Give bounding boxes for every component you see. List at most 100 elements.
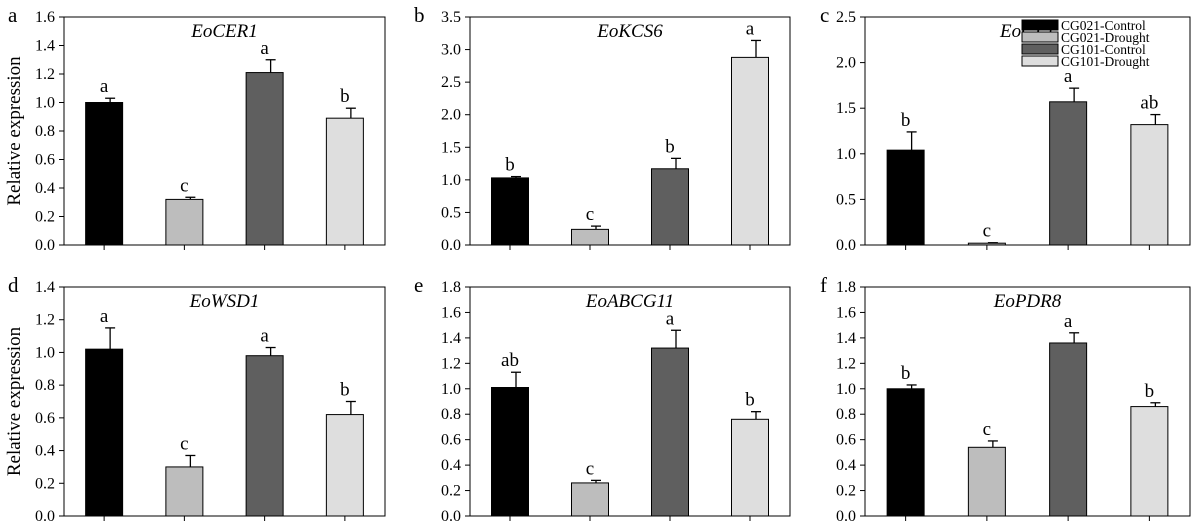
significance-letter: a xyxy=(1064,66,1073,87)
y-tick-label: 0.6 xyxy=(35,152,55,169)
y-tick-label: 3.5 xyxy=(441,9,461,26)
significance-letter: a xyxy=(260,38,269,59)
panel-e: 0.00.20.40.60.81.01.21.41.61.8abcabEoABC… xyxy=(414,273,791,525)
significance-letter: a xyxy=(100,306,109,327)
y-tick-label: 0.0 xyxy=(441,237,461,254)
panel-title: EoKCS6 xyxy=(596,21,663,42)
y-tick-label: 0.6 xyxy=(35,410,55,427)
bar-e-2 xyxy=(571,482,609,517)
plot-frame xyxy=(63,286,386,517)
bar-d-1 xyxy=(85,348,124,517)
y-tick-label: 2.0 xyxy=(441,107,461,124)
legend-swatch xyxy=(1021,55,1059,67)
y-tick-label: 1.5 xyxy=(441,139,461,156)
bar-a-1 xyxy=(85,102,124,246)
y-tick-label: 0.8 xyxy=(35,377,55,394)
significance-letter: b xyxy=(745,390,755,411)
bar-e-3 xyxy=(651,347,689,517)
legend-label: CG101-Drought xyxy=(1061,54,1150,69)
y-tick-label: 1.0 xyxy=(836,146,856,163)
bar-e-4 xyxy=(731,418,769,517)
panel-title: EoWSD1 xyxy=(189,291,260,312)
significance-letter: b xyxy=(505,155,515,176)
bar-c-3 xyxy=(1049,101,1088,246)
y-tick-label: 0.0 xyxy=(441,508,461,525)
significance-letter: a xyxy=(260,326,269,347)
significance-letter: b xyxy=(340,380,350,401)
significance-letter: c xyxy=(586,204,594,225)
y-tick-label: 0.2 xyxy=(35,475,55,492)
y-tick-label: 0.2 xyxy=(441,483,461,500)
bar-f-1 xyxy=(886,388,925,517)
significance-letter: b xyxy=(665,136,675,157)
legend-label: CG021-Drought xyxy=(1061,30,1150,45)
significance-letter: a xyxy=(666,308,675,329)
plot-frame xyxy=(864,286,1191,517)
bar-e-1 xyxy=(491,387,529,517)
bar-b-1 xyxy=(491,177,529,246)
y-tick-label: 0.5 xyxy=(441,204,461,221)
bar-b-2 xyxy=(571,228,609,246)
bar-c-4 xyxy=(1130,124,1169,246)
panel-title: EoPDR8 xyxy=(993,291,1062,312)
bar-a-3 xyxy=(245,72,284,246)
y-tick-label: 1.2 xyxy=(35,312,55,329)
significance-letter: c xyxy=(983,419,991,440)
significance-letter: b xyxy=(901,363,911,384)
legend-swatch xyxy=(1021,31,1059,43)
panel-title: EoABCG11 xyxy=(585,291,674,312)
y-axis-label: Relative expression xyxy=(4,56,25,206)
y-tick-label: 1.0 xyxy=(836,381,856,398)
panel-label: d xyxy=(8,273,19,297)
panel-label: c xyxy=(820,3,829,27)
bar-c-1 xyxy=(886,149,925,246)
y-tick-label: 1.8 xyxy=(441,279,461,296)
y-tick-label: 0.0 xyxy=(35,508,55,525)
plot-frame xyxy=(469,16,791,246)
y-tick-label: 0.6 xyxy=(836,432,856,449)
y-tick-label: 0.0 xyxy=(836,237,856,254)
bar-c-2 xyxy=(967,242,1006,246)
legend-swatch xyxy=(1021,43,1059,55)
panel-label: b xyxy=(414,3,425,27)
significance-letter: c xyxy=(983,221,991,242)
bar-f-2 xyxy=(967,446,1006,517)
bar-d-3 xyxy=(245,355,284,517)
significance-letter: c xyxy=(586,458,594,479)
bar-d-2 xyxy=(165,466,204,517)
y-tick-label: 3.0 xyxy=(441,42,461,59)
significance-letter: b xyxy=(901,110,911,131)
y-tick-label: 1.2 xyxy=(441,355,461,372)
y-tick-label: 1.4 xyxy=(836,330,856,347)
y-tick-label: 2.0 xyxy=(836,55,856,72)
y-tick-label: 1.6 xyxy=(35,9,55,26)
significance-letter: ab xyxy=(1140,93,1158,114)
bar-a-4 xyxy=(325,117,364,246)
y-tick-label: 1.4 xyxy=(441,330,461,347)
y-tick-label: 1.6 xyxy=(836,304,856,321)
bar-f-3 xyxy=(1049,342,1088,517)
panel-f: 0.0 0.2 0.4 0.6 0.8 1.0 1.2 1.4 1.6 1.8 b c a b EoPDR8… xyxy=(820,273,1191,525)
significance-letter: a xyxy=(1064,311,1073,332)
plot-frame xyxy=(469,286,791,517)
significance-letter: b xyxy=(340,86,350,107)
y-tick-label: 0.4 xyxy=(35,180,55,197)
significance-letter: c xyxy=(180,433,188,454)
y-tick-label: 0.4 xyxy=(35,443,55,460)
y-tick-label: 1.4 xyxy=(35,279,55,296)
y-tick-label: 0.4 xyxy=(441,457,461,474)
y-tick-label: 0.0 xyxy=(836,508,856,525)
legend-label: CG021-Control xyxy=(1061,18,1146,33)
y-tick-label: 1.2 xyxy=(836,355,856,372)
y-tick-label: 1.6 xyxy=(441,304,461,321)
y-tick-label: 1.0 xyxy=(35,95,55,112)
bar-b-3 xyxy=(651,168,689,246)
panel-b: 0.0 0.5 1.0 1.5 2.0 2.5 3.0 3.5 b c b a EoKCS6 b xyxy=(414,3,791,254)
significance-letter: c xyxy=(180,175,188,196)
y-axis-label: Relative expression xyxy=(4,326,25,476)
y-tick-label: 1.8 xyxy=(836,279,856,296)
legend-label: CG101-Control xyxy=(1061,42,1146,57)
panel-label: e xyxy=(414,273,423,297)
significance-letter: b xyxy=(1145,381,1155,402)
